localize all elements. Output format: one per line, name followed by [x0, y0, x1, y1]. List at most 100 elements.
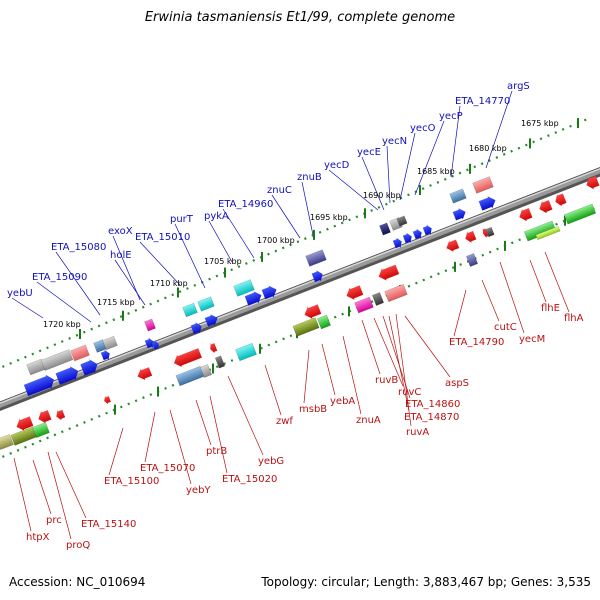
- gene-block: [204, 314, 218, 327]
- gene-block: [80, 359, 98, 376]
- gene-block: [465, 230, 477, 243]
- gene-block: [100, 349, 110, 361]
- leader-line: [373, 317, 404, 387]
- gene-label-bottom: ptrB: [206, 446, 227, 457]
- leader-line: [388, 315, 410, 412]
- gene-label-bottom: ETA_15100: [104, 476, 159, 487]
- leader-line: [328, 169, 379, 211]
- gene-label-top: ETA_14770: [455, 96, 510, 107]
- gene-label-bottom: ETA_14870: [404, 412, 459, 423]
- leader-line: [499, 261, 525, 334]
- gene-block: [102, 335, 118, 351]
- gene-blocks: [0, 176, 600, 450]
- gene-block: [472, 176, 494, 194]
- gene-block: [346, 285, 364, 300]
- gene-label-top: yecD: [324, 160, 350, 171]
- gene-label-top: holE: [110, 250, 132, 261]
- gene-block: [305, 249, 327, 267]
- gene-block: [422, 224, 432, 236]
- kbp-label: 1680 kbp: [469, 144, 507, 153]
- leader-line: [227, 375, 264, 456]
- gene-block: [233, 279, 255, 297]
- gene-block: [173, 348, 202, 367]
- leader-line: [450, 105, 461, 178]
- gene-block: [371, 292, 385, 306]
- scale-ticks: [79, 118, 579, 415]
- kbp-label: 1675 kbp: [521, 119, 559, 128]
- gene-label-top: yebU: [7, 288, 33, 299]
- genome-backbone: [0, 166, 600, 412]
- map-title: Erwinia tasmaniensis Et1/99, complete ge…: [144, 10, 456, 25]
- gene-label-top: yecP: [439, 111, 463, 122]
- gene-block: [563, 203, 597, 225]
- gene-block: [482, 227, 489, 239]
- gene-block: [396, 215, 408, 227]
- leader-line: [386, 145, 391, 204]
- leader-line: [108, 427, 124, 476]
- gene-block: [38, 410, 52, 424]
- leader-line: [404, 315, 451, 378]
- gene-block: [70, 344, 90, 362]
- gene-label-bottom: flhA: [564, 313, 584, 324]
- leader-line: [301, 181, 314, 236]
- gene-labels: 1720 kbp 1715 kbp 1710 kbp 1705 kbp 1700 kbp…: [7, 81, 584, 551]
- gene-label-top: yecE: [357, 147, 381, 158]
- gene-block: [539, 200, 553, 214]
- leader-line: [264, 364, 282, 416]
- gene-label-top: ETA_15010: [135, 232, 190, 243]
- gene-block: [317, 314, 331, 330]
- leader-line: [55, 251, 101, 316]
- leader-line: [169, 409, 192, 485]
- leader-line: [222, 208, 255, 259]
- gene-label-top: ETA_14960: [218, 199, 273, 210]
- gene-block: [182, 302, 198, 318]
- gene-block: [244, 291, 262, 306]
- gene-label-top: znuC: [267, 185, 292, 196]
- leader-line: [395, 313, 412, 427]
- gene-block: [199, 364, 213, 378]
- gene-block: [452, 208, 466, 221]
- gene-block: [465, 253, 479, 267]
- leader-line: [453, 289, 467, 337]
- gene-block: [485, 226, 495, 238]
- gene-label-top: purT: [170, 214, 194, 225]
- gene-block: [23, 374, 54, 397]
- kbp-label: 1705 kbp: [204, 257, 242, 266]
- kbp-label: 1690 kbp: [363, 191, 401, 200]
- kbp-label: 1685 kbp: [417, 167, 455, 176]
- leader-line: [342, 335, 362, 415]
- leader-line: [271, 194, 301, 239]
- gene-block: [555, 193, 567, 207]
- gene-label-top: znuB: [297, 172, 322, 183]
- gene-label-top: yecN: [382, 136, 407, 147]
- gene-label-bottom: htpX: [26, 532, 50, 543]
- gene-label-top: ETA_15080: [51, 242, 106, 253]
- leader-line: [414, 120, 445, 196]
- leader-line: [112, 235, 141, 301]
- leader-line: [321, 343, 336, 396]
- leader-line: [399, 132, 416, 201]
- leader-line: [195, 399, 212, 446]
- kbp-label: 1695 kbp: [310, 213, 348, 222]
- gene-label-bottom: zwf: [276, 416, 293, 427]
- gene-block: [402, 232, 412, 244]
- gene-block: [104, 395, 111, 405]
- gene-block: [137, 367, 153, 380]
- leader-line: [529, 259, 547, 303]
- gene-label-bottom: ETA_15140: [81, 519, 136, 530]
- gene-block: [197, 296, 215, 312]
- gene-label-bottom: ruvC: [398, 387, 421, 398]
- gene-block: [235, 342, 257, 362]
- gene-block: [535, 225, 561, 241]
- leader-line: [55, 451, 87, 519]
- gene-block: [261, 285, 277, 300]
- gene-label-bottom: flhE: [541, 303, 560, 314]
- gene-block: [55, 366, 79, 385]
- gene-block: [392, 237, 402, 249]
- gene-label-top: exoX: [108, 226, 133, 237]
- leader-line: [114, 259, 146, 306]
- gene-block: [379, 222, 391, 236]
- gene-label-top: ETA_15090: [32, 272, 87, 283]
- kbp-label: 1720 kbp: [43, 320, 81, 329]
- gene-block: [519, 208, 533, 222]
